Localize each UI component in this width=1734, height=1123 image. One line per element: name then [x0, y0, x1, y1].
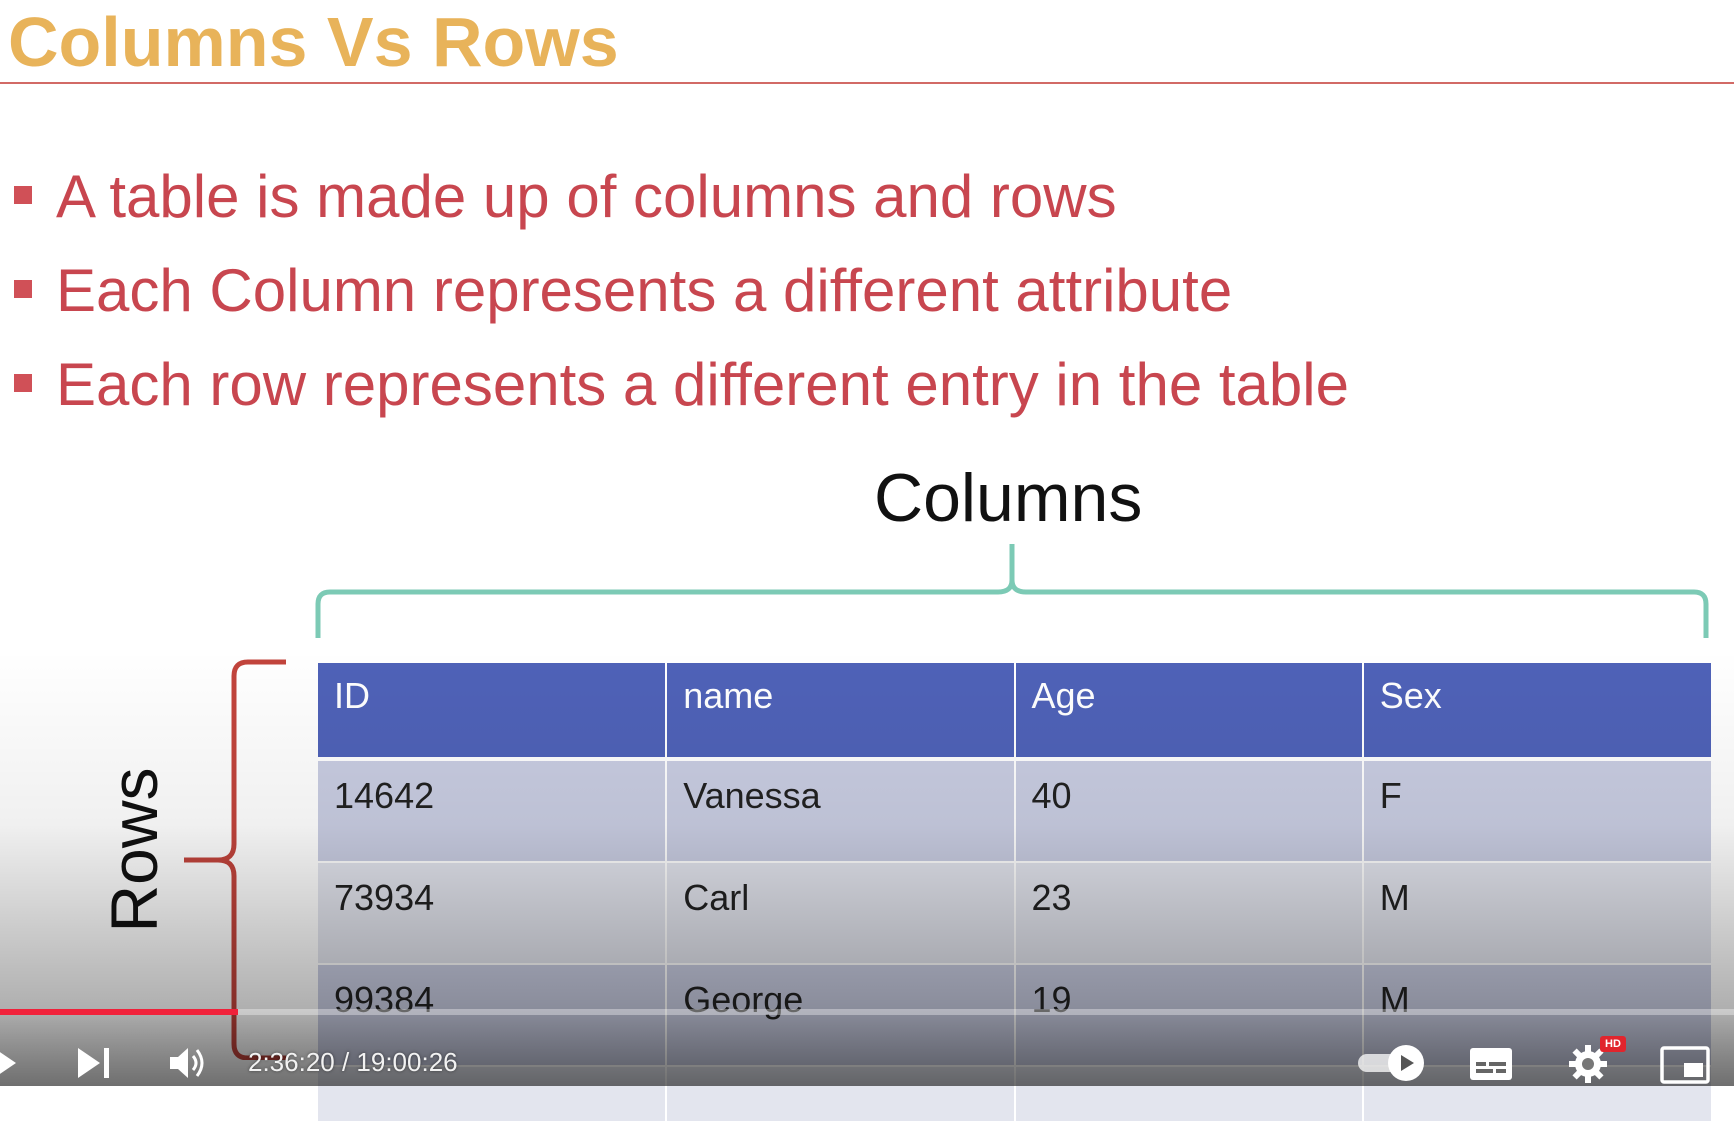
- miniplayer-icon[interactable]: [1660, 1046, 1710, 1084]
- table-cell: 14642: [318, 759, 668, 863]
- hd-badge: HD: [1600, 1036, 1626, 1052]
- table-header-row: ID name Age Sex: [318, 663, 1711, 761]
- table-row: 14642 Vanessa 40 F: [318, 759, 1711, 863]
- table-cell: George: [666, 964, 1016, 1067]
- table-cell: F: [1362, 759, 1711, 863]
- autoplay-toggle-icon[interactable]: [1356, 1044, 1428, 1082]
- bullet-text: A table is made up of columns and rows: [56, 163, 1117, 230]
- header-cell-sex: Sex: [1362, 663, 1711, 761]
- bullet-item: Each row represents a different entry in…: [10, 338, 1349, 432]
- table-cell: 99384: [318, 964, 668, 1067]
- next-icon[interactable]: [76, 1046, 112, 1080]
- bullet-square-icon: [14, 280, 32, 298]
- bullet-text: Each Column represents a different attri…: [56, 257, 1233, 324]
- progress-bar-played: [0, 1009, 238, 1015]
- table-cell: 40: [1014, 759, 1364, 863]
- table-cell: Carl: [666, 862, 1016, 965]
- bullet-item: A table is made up of columns and rows: [10, 150, 1349, 244]
- table-row: 73934 Carl 23 M: [318, 862, 1711, 965]
- subtitles-icon[interactable]: [1468, 1046, 1514, 1082]
- title-divider: [0, 82, 1734, 84]
- columns-brace-icon: [315, 544, 1709, 638]
- slide-title: Columns Vs Rows: [8, 3, 619, 81]
- table-cell: Vanessa: [666, 759, 1016, 863]
- bullet-square-icon: [14, 374, 32, 392]
- bullet-list: A table is made up of columns and rows E…: [10, 150, 1349, 432]
- table-cell: 23: [1014, 862, 1364, 965]
- rows-label: Rows: [97, 767, 171, 933]
- bullet-square-icon: [14, 186, 32, 204]
- table-cell: 73934: [318, 862, 668, 965]
- time-display: 2:36:20 / 19:00:26: [248, 1047, 458, 1077]
- header-cell-id: ID: [318, 663, 668, 761]
- bullet-item: Each Column represents a different attri…: [10, 244, 1349, 338]
- video-controls-bar: [0, 1010, 1734, 1086]
- play-icon[interactable]: [0, 1046, 18, 1080]
- progress-bar[interactable]: [0, 1009, 1734, 1015]
- columns-label: Columns: [874, 460, 1143, 536]
- volume-icon[interactable]: [168, 1044, 210, 1082]
- table-cell: 19: [1014, 964, 1364, 1067]
- rows-brace-icon: [184, 659, 286, 1060]
- bullet-text: Each row represents a different entry in…: [56, 351, 1349, 418]
- table-cell: M: [1362, 862, 1711, 965]
- table-row: 99384 George 19 M: [318, 964, 1711, 1067]
- settings-icon[interactable]: [1568, 1044, 1608, 1084]
- table-cell: M: [1362, 964, 1711, 1067]
- header-cell-name: name: [666, 663, 1016, 761]
- header-cell-age: Age: [1014, 663, 1364, 761]
